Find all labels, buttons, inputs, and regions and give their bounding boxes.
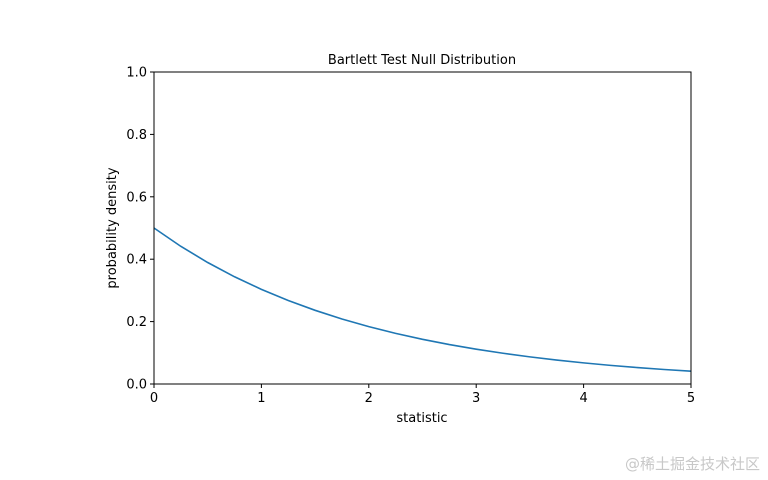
y-axis-label: probability density	[105, 167, 120, 288]
y-tick-label: 1.0	[126, 66, 147, 81]
x-tick-label: 0	[150, 391, 158, 406]
y-tick-label: 0.6	[126, 190, 147, 205]
x-tick-label: 1	[257, 391, 265, 406]
x-tick-label: 3	[472, 391, 480, 406]
y-tick-label: 0.8	[126, 128, 147, 143]
y-tick-label: 0.2	[126, 315, 147, 330]
y-tick-label: 0.4	[126, 253, 147, 268]
x-tick-label: 4	[579, 391, 587, 406]
watermark: @稀土掘金技术社区	[624, 455, 760, 473]
x-tick-label: 5	[687, 391, 695, 406]
chart-title: Bartlett Test Null Distribution	[328, 53, 516, 68]
x-axis-label: statistic	[396, 411, 447, 426]
series-line	[153, 227, 692, 373]
x-tick-label: 2	[365, 391, 373, 406]
plot-frame	[153, 71, 692, 385]
y-tick-label: 0.0	[126, 378, 147, 393]
